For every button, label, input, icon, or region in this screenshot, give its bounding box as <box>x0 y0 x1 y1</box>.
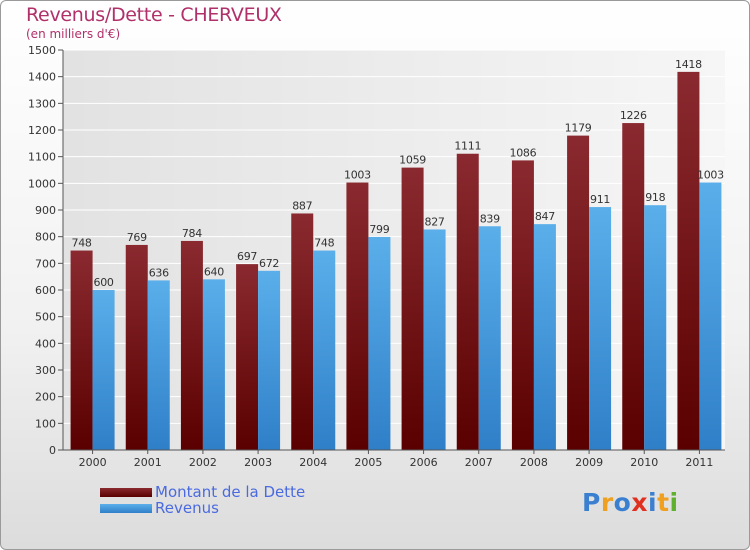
bar-dette <box>70 250 93 450</box>
data-label-revenus: 636 <box>149 266 169 279</box>
data-label-dette: 769 <box>127 231 147 244</box>
data-label-revenus: 600 <box>94 276 114 289</box>
logo-letter: i <box>669 488 679 517</box>
data-label-revenus: 640 <box>204 265 224 278</box>
x-tick-label: 2009 <box>575 456 603 469</box>
logo-letter: t <box>657 488 670 517</box>
data-label-revenus: 1003 <box>697 169 724 182</box>
data-label-dette: 697 <box>237 250 257 263</box>
logo-letter: x <box>631 488 648 517</box>
data-label-dette: 887 <box>292 199 312 212</box>
bar-dette <box>456 153 479 450</box>
legend-item-revenus: Revenus <box>100 499 400 517</box>
y-tick-label: 1400 <box>28 71 56 84</box>
y-tick-label: 1300 <box>28 97 56 110</box>
logo-letter: o <box>613 488 632 517</box>
bar-revenus <box>478 226 501 450</box>
y-tick-label: 500 <box>35 311 56 324</box>
bar-revenus <box>533 224 556 450</box>
data-label-revenus: 911 <box>590 193 610 206</box>
legend-item-dette: Montant de la Dette <box>100 483 400 501</box>
data-label-dette: 1226 <box>620 109 647 122</box>
y-tick-label: 0 <box>49 444 56 457</box>
legend-swatch-dette <box>100 488 152 497</box>
chart-subtitle: (en milliers d'€) <box>26 27 121 41</box>
data-label-revenus: 748 <box>314 237 334 250</box>
y-tick-label: 800 <box>35 231 56 244</box>
legend-swatch-revenus <box>100 504 152 513</box>
data-label-dette: 1086 <box>510 146 537 159</box>
bar-revenus <box>368 236 391 450</box>
data-label-revenus: 799 <box>369 223 389 236</box>
bar-dette <box>291 213 314 450</box>
bar-dette <box>180 240 203 450</box>
data-label-revenus: 672 <box>259 257 279 270</box>
bar-dette <box>346 182 369 451</box>
x-tick-label: 2000 <box>79 456 107 469</box>
bar-dette <box>677 71 700 450</box>
bar-revenus <box>644 205 667 450</box>
data-label-revenus: 839 <box>480 212 500 225</box>
bar-revenus <box>313 250 336 450</box>
bar-dette <box>401 167 424 450</box>
y-tick-label: 200 <box>35 391 56 404</box>
logo-letter: r <box>600 488 614 517</box>
x-tick-label: 2004 <box>299 456 327 469</box>
y-tick-label: 1000 <box>28 177 56 190</box>
x-tick-label: 2010 <box>630 456 658 469</box>
y-tick-label: 1500 <box>28 44 56 57</box>
x-tick-label: 2008 <box>520 456 548 469</box>
bar-dette <box>236 264 259 450</box>
data-label-dette: 1059 <box>399 154 426 167</box>
bar-revenus <box>147 280 170 450</box>
data-label-dette: 748 <box>72 237 92 250</box>
data-label-dette: 1418 <box>675 58 702 71</box>
x-tick-label: 2005 <box>354 456 382 469</box>
data-label-revenus: 847 <box>535 210 555 223</box>
x-tick-label: 2003 <box>244 456 272 469</box>
data-label-dette: 784 <box>182 227 202 240</box>
bar-revenus <box>202 279 225 450</box>
bar-revenus <box>258 270 281 450</box>
bar-dette <box>125 244 148 450</box>
bar-revenus <box>699 182 722 451</box>
data-label-dette: 1111 <box>454 140 481 153</box>
bar-revenus <box>92 290 115 450</box>
y-tick-label: 1200 <box>28 124 56 137</box>
x-tick-label: 2006 <box>410 456 438 469</box>
legend-label-dette: Montant de la Dette <box>155 483 306 501</box>
y-tick-label: 100 <box>35 417 56 430</box>
y-tick-label: 600 <box>35 284 56 297</box>
legend-label-revenus: Revenus <box>155 499 219 517</box>
x-tick-label: 2007 <box>465 456 493 469</box>
bar-dette <box>622 123 645 451</box>
y-tick-label: 300 <box>35 364 56 377</box>
y-tick-label: 400 <box>35 337 56 350</box>
data-label-dette: 1179 <box>565 122 592 135</box>
bar-dette <box>567 135 590 450</box>
bar-revenus <box>589 207 612 450</box>
logo-letter: P <box>582 488 601 517</box>
data-label-revenus: 918 <box>645 191 665 204</box>
bar-revenus <box>423 229 446 450</box>
y-tick-label: 1100 <box>28 151 56 164</box>
y-tick-label: 900 <box>35 204 56 217</box>
x-tick-label: 2001 <box>134 456 162 469</box>
plot-area <box>63 50 725 450</box>
bar-dette <box>511 160 534 450</box>
data-label-revenus: 827 <box>425 215 445 228</box>
y-tick-label: 700 <box>35 257 56 270</box>
data-label-dette: 1003 <box>344 169 371 182</box>
x-tick-label: 2002 <box>189 456 217 469</box>
x-tick-label: 2011 <box>685 456 713 469</box>
proxiti-logo: Proxiti <box>582 488 679 517</box>
logo-letter: i <box>648 488 658 517</box>
chart-title: Revenus/Dette - CHERVEUX <box>26 4 282 26</box>
